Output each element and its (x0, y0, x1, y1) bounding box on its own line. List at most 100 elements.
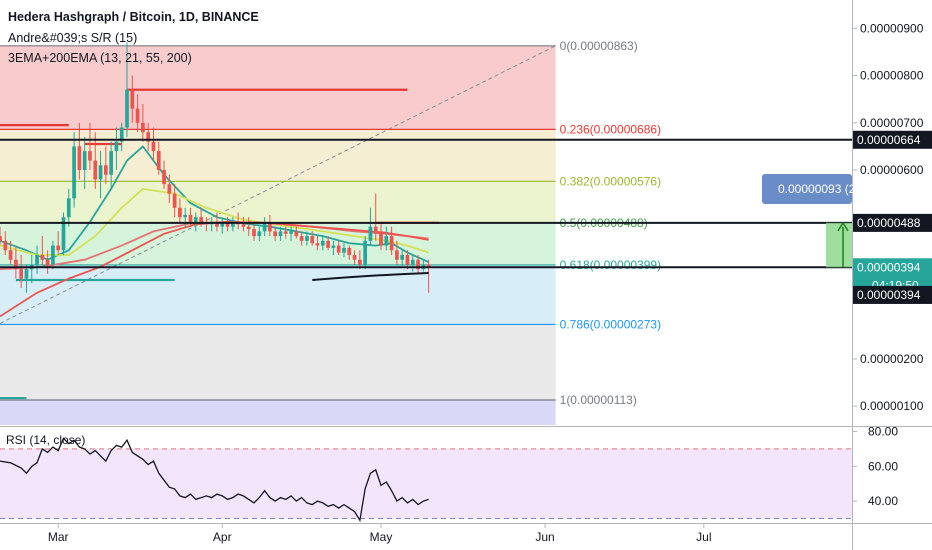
candle-body (66, 198, 71, 218)
candle-body (14, 259, 18, 270)
candle-body (178, 207, 182, 218)
fib-zone (0, 324, 556, 400)
chart-title: Hedera Hashgraph / Bitcoin, 1D, BINANCE (8, 10, 259, 24)
candle-body (416, 259, 420, 270)
candle-body (241, 224, 246, 227)
candle-body (252, 229, 256, 237)
candle-body (373, 226, 378, 232)
candle-body (389, 236, 394, 251)
fib-label: 0.618(0.00000399) (560, 258, 661, 272)
candle-body (352, 255, 357, 260)
measure-tooltip-text: 0.00000093 (2 (778, 182, 856, 196)
rsi-line (0, 437, 429, 523)
level-label-text: 0.00000488 (857, 216, 921, 230)
rsi-tick-label: 60.00 (868, 459, 898, 473)
candle-body (188, 214, 193, 222)
candle-body (51, 245, 55, 265)
price-tick-label: 0.00000600 (860, 163, 924, 177)
candle-body (246, 226, 251, 230)
indicator-rsi-label[interactable]: RSI (14, close) (6, 433, 86, 447)
price-labels: 0.00000093 (2 0.00000664 0.00000488 0.00000… (762, 130, 932, 304)
fib-label: 0.236(0.00000686) (560, 122, 661, 136)
candle-body (130, 89, 135, 109)
candles (0, 42, 431, 293)
candle-body (61, 217, 66, 251)
price-tick-label: 0.00000900 (860, 21, 924, 35)
level-label (853, 285, 932, 304)
level-label-text: 0.00000664 (857, 133, 921, 147)
level-label (853, 130, 932, 149)
indicator-ema-label[interactable]: 3EMA+200EMA (13, 21, 55, 200) (8, 51, 192, 65)
time-tick-label: Apr (213, 530, 232, 544)
candle-body (305, 236, 309, 241)
candle-body (315, 243, 320, 246)
candle-body (98, 165, 103, 180)
candle-body (283, 231, 288, 234)
candle-body (410, 259, 415, 265)
rsi-panel (0, 437, 852, 523)
candle-body (183, 214, 188, 218)
time-tick-label: Jul (696, 530, 711, 544)
candle-body (77, 146, 82, 170)
fib-zones (0, 45, 556, 425)
fib-label: 0(0.00000863) (560, 39, 638, 53)
candle-body (257, 231, 262, 237)
fib-zone (0, 222, 556, 265)
fib-label: 1(0.00000113) (560, 393, 637, 407)
fib-zone (0, 264, 556, 325)
time-tick-label: May (370, 530, 393, 544)
candle-body (326, 240, 330, 248)
candle-body (379, 231, 383, 246)
candle-body (368, 226, 373, 241)
candle-body (0, 236, 2, 241)
candle-body (135, 108, 140, 123)
candle-body (400, 255, 405, 260)
horizontal-levels (0, 138, 852, 269)
candle-body (162, 170, 166, 185)
candle-body (125, 89, 129, 128)
candle-body (109, 151, 113, 175)
candle-body (151, 141, 156, 152)
candle-body (56, 245, 61, 251)
candle-body (262, 221, 267, 232)
fib-levels: 0(0.00000863) 0.236(0.00000686) 0.382(0.00… (0, 39, 661, 407)
price-tick-label: 0.00000100 (860, 399, 924, 413)
price-tick-label: 0.00000200 (860, 352, 924, 366)
candle-body (384, 236, 389, 246)
fib-zone (0, 181, 556, 223)
candle-body (141, 122, 145, 133)
candle-body (19, 269, 24, 279)
time-tick-label: Mar (48, 530, 69, 544)
measure-arrow-head (837, 221, 849, 232)
rsi-band (0, 448, 852, 519)
candle-body (88, 151, 92, 161)
candle-body (342, 247, 346, 253)
candle-body (278, 231, 283, 237)
candle-body (294, 231, 299, 237)
candle-body (426, 264, 431, 268)
candle-body (299, 236, 304, 241)
candle-body (114, 141, 119, 152)
fib-zone (0, 129, 556, 182)
candle-body (93, 160, 98, 180)
candle-body (156, 151, 161, 170)
candle-body (405, 255, 410, 265)
candle-body (225, 221, 230, 227)
candle-body (199, 217, 203, 222)
time-tick-label: Jun (535, 530, 554, 544)
candle-body (45, 259, 50, 265)
candle-body (215, 221, 219, 227)
candle-body (331, 245, 336, 248)
candle-body (172, 193, 177, 208)
candle-body (320, 240, 325, 246)
candle-body (268, 221, 272, 232)
current-price-text: 0.00000394 (857, 260, 921, 274)
drawn-support-curve (312, 271, 429, 282)
candle-body (119, 127, 124, 142)
candle-body (220, 221, 225, 227)
indicator-sr-label[interactable]: Andre&#039;s S/R (15) (8, 31, 138, 45)
candle-body (363, 240, 367, 265)
candle-body (3, 240, 8, 251)
